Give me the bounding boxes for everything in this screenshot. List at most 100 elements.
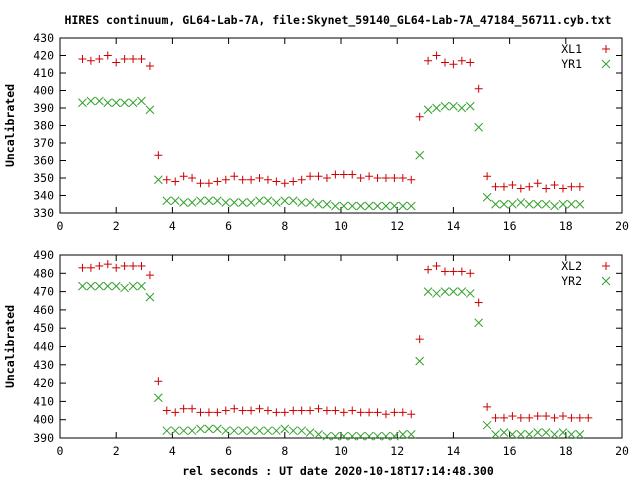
data-point-xl1: [390, 174, 399, 182]
data-point-yr1: [238, 198, 248, 207]
data-point-yr1: [390, 201, 399, 211]
data-point-xl1: [196, 179, 205, 188]
data-point-xl1: [575, 182, 584, 191]
data-point-yr2: [575, 429, 585, 439]
data-point-xl1: [238, 175, 247, 184]
data-point-yr1: [111, 98, 121, 108]
data-point-yr2: [196, 424, 205, 434]
data-point-yr1: [364, 201, 374, 211]
data-point-yr1: [558, 199, 568, 209]
data-point-xl2: [129, 261, 138, 270]
data-point-xl1: [103, 51, 112, 60]
data-point-xl2: [112, 263, 121, 272]
y-tick-label: 390: [33, 101, 54, 115]
data-point-yr1: [246, 198, 256, 207]
data-point-xl2: [575, 413, 584, 422]
data-point-yr1: [297, 198, 307, 207]
data-point-xl2: [221, 406, 230, 415]
data-point-xl2: [204, 408, 213, 417]
data-point-yr1: [153, 175, 163, 185]
data-point-xl2: [297, 406, 306, 415]
data-point-xl1: [314, 172, 323, 181]
data-point-xl1: [112, 58, 121, 67]
data-point-xl1: [415, 112, 424, 121]
data-point-yr1: [120, 98, 129, 108]
x-tick-label: 12: [390, 444, 404, 458]
data-point-yr1: [221, 198, 231, 207]
data-point-xl2: [339, 408, 348, 417]
bottom-panel: 0 2 4 6 8 10 12 14 16 18 20 390 400 410 420 430 440 450 46…: [3, 248, 629, 458]
data-point-yr2: [238, 426, 248, 436]
data-point-xl2: [365, 408, 374, 417]
x-tick-label: 6: [225, 444, 232, 458]
data-point-xl1: [483, 172, 492, 181]
data-point-xl2: [457, 267, 466, 276]
data-point-yr2: [179, 426, 188, 436]
data-point-yr2: [524, 429, 534, 439]
data-point-yr1: [423, 105, 433, 115]
data-point-xl2: [154, 377, 163, 386]
data-point-yr2: [415, 356, 425, 366]
y-tick-label: 450: [33, 321, 54, 335]
data-point-yr1: [103, 98, 113, 108]
data-point-yr1: [314, 199, 323, 209]
data-point-yr1: [137, 96, 146, 106]
data-point-yr2: [162, 426, 172, 436]
data-point-xl2: [314, 404, 323, 413]
data-point-yr2: [432, 289, 441, 298]
data-point-yr1: [482, 192, 492, 202]
data-point-xl1: [221, 175, 230, 184]
data-point-yr1: [373, 201, 382, 211]
data-point-xl2: [466, 269, 475, 278]
data-point-xl1: [558, 184, 567, 193]
legend-marker: [602, 262, 610, 270]
y-tick-label: 400: [33, 413, 54, 427]
data-point-xl1: [567, 182, 576, 191]
data-point-yr2: [153, 393, 163, 403]
data-point-xl1: [322, 174, 331, 182]
data-point-yr1: [339, 201, 349, 211]
y-tick-label: 410: [33, 394, 54, 408]
data-point-yr2: [558, 428, 568, 437]
data-point-xl1: [280, 179, 289, 188]
data-point-yr1: [415, 150, 425, 160]
data-point-yr1: [204, 196, 214, 206]
data-point-yr1: [322, 199, 332, 209]
data-point-xl1: [516, 184, 525, 193]
data-point-yr1: [508, 199, 517, 209]
data-point-yr2: [364, 431, 374, 441]
data-point-xl1: [542, 184, 551, 193]
data-point-xl1: [339, 170, 348, 179]
data-point-yr1: [541, 199, 551, 209]
legend-label: YR1: [561, 57, 582, 71]
data-point-yr1: [465, 101, 475, 111]
y-tick-label: 390: [33, 431, 54, 445]
data-point-xl1: [525, 182, 534, 191]
data-point-yr2: [516, 429, 526, 439]
data-point-xl2: [558, 412, 567, 421]
data-point-yr1: [162, 196, 172, 206]
data-point-xl1: [474, 84, 483, 93]
data-point-yr1: [524, 199, 534, 209]
data-point-xl1: [449, 60, 458, 69]
data-point-xl1: [356, 174, 365, 182]
data-point-yr2: [221, 426, 231, 436]
data-point-xl2: [432, 261, 441, 270]
data-point-yr1: [432, 103, 441, 113]
data-point-xl1: [365, 172, 374, 181]
data-point-xl2: [179, 404, 188, 413]
legend-marker: [601, 59, 611, 69]
data-point-yr2: [541, 428, 551, 437]
data-point-xl1: [162, 175, 171, 184]
data-point-xl2: [491, 413, 500, 422]
data-point-yr2: [272, 426, 281, 436]
data-point-yr2: [246, 426, 256, 436]
data-point-yr2: [457, 287, 467, 296]
x-tick-label: 16: [503, 444, 517, 458]
data-point-yr1: [86, 96, 96, 106]
data-point-xl1: [440, 58, 449, 67]
y-tick-label: 430: [33, 358, 54, 372]
data-point-yr2: [263, 426, 273, 436]
y-tick-label: 480: [33, 266, 54, 280]
data-point-xl2: [331, 406, 340, 415]
